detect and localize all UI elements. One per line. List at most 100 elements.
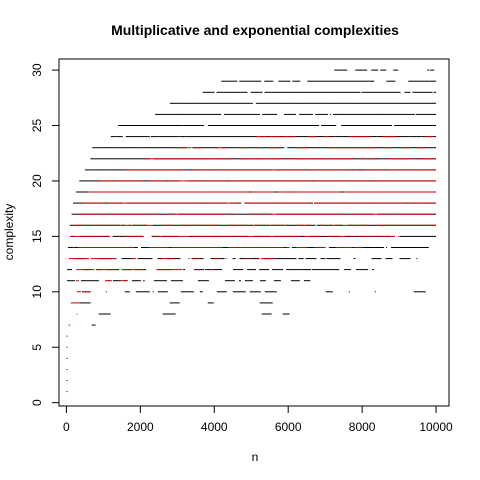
data-point-run — [320, 224, 325, 226]
data-point-run — [125, 136, 138, 138]
data-point-run — [199, 169, 211, 171]
data-point-run — [305, 258, 317, 260]
data-point-run — [136, 169, 147, 171]
data-point-run — [155, 113, 158, 115]
data-point-run — [139, 224, 153, 226]
data-point-run — [185, 169, 198, 171]
data-point-run — [83, 291, 91, 293]
data-point-run — [428, 180, 436, 182]
data-point-run — [271, 224, 284, 226]
data-point-run — [253, 80, 262, 82]
data-point-run — [230, 180, 243, 182]
data-point-run — [359, 158, 366, 160]
data-point-run — [347, 180, 354, 182]
data-point-run — [379, 147, 389, 149]
data-point-run — [238, 235, 252, 237]
data-point-run — [285, 125, 294, 126]
data-point-run — [251, 191, 254, 193]
data-point-run — [202, 91, 215, 93]
data-point-run — [346, 213, 352, 215]
data-point-run — [239, 213, 244, 215]
data-point-run — [148, 258, 150, 260]
data-point-run — [71, 213, 77, 215]
data-point-run — [129, 224, 138, 226]
data-point — [66, 391, 68, 393]
data-point-run — [241, 125, 252, 126]
data-point-run — [301, 113, 307, 115]
data-point-run — [345, 191, 347, 193]
data-point-run — [337, 202, 345, 204]
data-point-run — [418, 102, 421, 104]
data-point-run — [133, 235, 144, 237]
data-point-run — [183, 269, 186, 271]
y-tick-label: 5 — [30, 344, 44, 351]
data-point-run — [127, 224, 130, 226]
data-point-run — [132, 224, 147, 226]
data-point-run — [125, 191, 137, 193]
data-point-run — [115, 136, 118, 138]
data-point-run — [104, 280, 112, 282]
data-point-run — [390, 180, 405, 182]
data-point-run — [328, 125, 337, 126]
data-point-run — [188, 258, 190, 260]
data-point-run — [191, 258, 196, 260]
data-point-run — [221, 80, 230, 82]
data-point-run — [344, 202, 347, 204]
data-point-run — [238, 136, 246, 138]
data-point-run — [169, 102, 183, 104]
data-point-run — [180, 136, 186, 138]
data-point-run — [178, 224, 191, 226]
data-point-run — [101, 191, 116, 193]
data-point-run — [90, 158, 105, 160]
data-point-run — [370, 125, 372, 126]
data-point-run — [185, 113, 198, 115]
data-point-run — [428, 169, 436, 171]
data-point-run — [374, 291, 376, 293]
data-point-run — [83, 202, 98, 204]
data-point-run — [177, 235, 190, 237]
data-point-run — [268, 202, 274, 204]
data-point-run — [411, 136, 417, 138]
data-point-run — [254, 147, 263, 149]
data-point-run — [136, 125, 147, 126]
data-point-run — [76, 313, 78, 315]
data-point-run — [193, 158, 204, 160]
x-axis: 0 2000 4000 6000 8000 10000 — [63, 405, 453, 434]
data-point-run — [370, 147, 377, 149]
data-point-run — [160, 180, 165, 182]
data-point-run — [161, 258, 169, 260]
data-point-run — [105, 291, 107, 293]
data-point-run — [223, 91, 237, 93]
data-point-run — [185, 136, 188, 138]
data-point-run — [353, 213, 358, 215]
data-point-run — [385, 258, 393, 260]
data-point-run — [195, 147, 202, 149]
data-point-run — [320, 91, 333, 93]
data-point-run — [241, 102, 251, 104]
data-point-run — [273, 280, 281, 282]
data-point-run — [162, 213, 164, 215]
data-point-run — [341, 125, 352, 126]
data-point-run — [67, 247, 70, 248]
data-point-run — [283, 224, 289, 226]
data-point-run — [291, 247, 294, 248]
data-point-run — [160, 191, 172, 193]
data-point-run — [137, 136, 149, 138]
data-point-run — [389, 202, 393, 204]
data-point-run — [245, 136, 258, 138]
data-point-run — [264, 91, 278, 93]
data-point-run — [389, 125, 393, 126]
data-point-run — [408, 113, 412, 115]
data-point-run — [317, 147, 329, 149]
data-point-run — [107, 247, 113, 248]
data-point-run — [312, 224, 316, 226]
data-point-run — [428, 158, 432, 160]
data-point-run — [371, 191, 385, 193]
data-point-run — [394, 113, 403, 115]
data-point-run — [409, 202, 420, 204]
data-point-run — [167, 224, 174, 226]
data-point-run — [353, 169, 355, 171]
data-point-run — [161, 235, 171, 237]
data-point-run — [250, 102, 253, 104]
data-point-run — [267, 147, 275, 149]
